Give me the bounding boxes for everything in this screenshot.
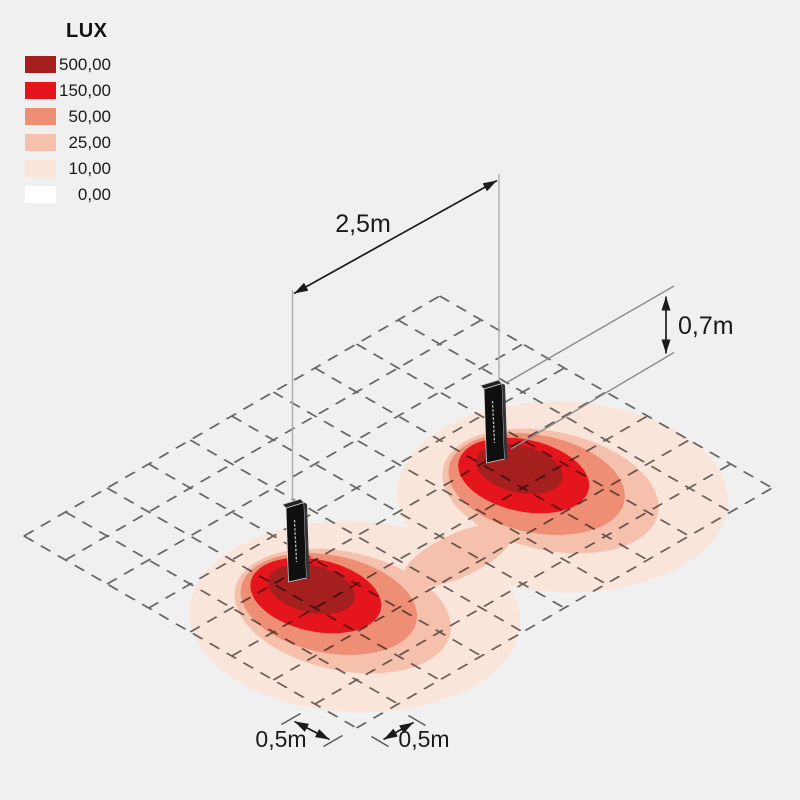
legend-value-150: 150,00 xyxy=(59,81,111,100)
luminaire-top-face xyxy=(281,498,305,509)
grid-line xyxy=(355,487,774,729)
legend-swatch-500 xyxy=(25,56,56,73)
grid-line xyxy=(23,295,441,537)
luminaire-brand-text xyxy=(293,519,298,563)
legend-row: 10,00 xyxy=(25,160,111,177)
dimension-tick xyxy=(408,714,426,727)
dimension-cell-right: 0,5m xyxy=(371,714,450,752)
luminaire-right xyxy=(479,379,508,464)
cell-dimension-label-left: 0,5m xyxy=(255,726,306,752)
luminaire-front-face xyxy=(483,383,505,464)
legend-value-0: 0,00 xyxy=(77,185,111,204)
dimension-tick xyxy=(371,735,389,748)
grid-line xyxy=(106,343,524,585)
cell-dimension-label-right: 0,5m xyxy=(398,726,449,752)
spacing-dimension-label: 2,5m xyxy=(335,210,391,238)
dimension-spacing: 2,5m xyxy=(291,174,500,501)
legend-swatch-150 xyxy=(25,82,56,99)
legend-swatch-50 xyxy=(25,108,56,125)
grid-line xyxy=(230,415,649,657)
legend-row: 150,00 xyxy=(25,82,111,99)
luminaire-side-face xyxy=(502,383,508,460)
spacing-dimension-arrow xyxy=(293,179,498,295)
grid-line xyxy=(314,367,649,561)
dimension-tick xyxy=(323,734,343,748)
dimension-tick xyxy=(281,712,301,726)
legend-value-500: 500,00 xyxy=(59,55,111,74)
grid-line xyxy=(355,343,690,537)
cell-dimension-arrow-right xyxy=(383,721,414,741)
height-dimension-label: 0,7m xyxy=(678,312,734,340)
grid-line xyxy=(314,463,732,705)
grid-line xyxy=(272,439,690,681)
luminaire-side-face xyxy=(304,502,310,579)
extension-line-fixture-base xyxy=(510,351,675,450)
legend-row: 50,00 xyxy=(25,108,111,125)
legend-row: 500,00 xyxy=(25,56,111,73)
grid-line xyxy=(438,295,774,489)
dimension-height: 0,7m xyxy=(505,285,734,450)
grid-line xyxy=(272,391,607,585)
luminaire-front-face xyxy=(285,502,307,583)
legend-title: LUX xyxy=(66,20,108,42)
legend-swatch-0 xyxy=(25,186,56,203)
lux-zone-25-bridge xyxy=(402,523,513,588)
grid-line xyxy=(189,391,607,633)
luminaire-left xyxy=(281,498,310,583)
grid-line xyxy=(23,535,358,729)
lux-legend: LUX 500,00 150,00 50,00 25,00 10,00 0,00 xyxy=(25,20,121,212)
dimension-cell-left: 0,5m xyxy=(255,712,343,752)
grid-line xyxy=(230,415,566,609)
cell-dimension-arrow-left xyxy=(294,720,330,741)
grid-line xyxy=(147,463,483,657)
legend-swatch-10 xyxy=(25,160,56,177)
grid-line xyxy=(397,319,732,513)
grid-line xyxy=(189,439,524,633)
extension-line-fixture-top xyxy=(505,285,675,384)
luminaire-top-face xyxy=(479,379,503,390)
legend-value-50: 50,00 xyxy=(68,107,111,126)
grid-line xyxy=(64,511,399,705)
luminaire-brand-text xyxy=(491,400,496,444)
legend-swatch-25 xyxy=(25,134,56,151)
grid-line xyxy=(64,319,483,561)
legend-value-10: 10,00 xyxy=(68,159,111,178)
legend-row: 0,00 xyxy=(25,186,111,203)
illuminance-heatmap xyxy=(189,401,729,713)
grid-line xyxy=(106,487,441,681)
legend-row: 25,00 xyxy=(25,134,111,151)
legend-value-25: 25,00 xyxy=(68,133,111,152)
